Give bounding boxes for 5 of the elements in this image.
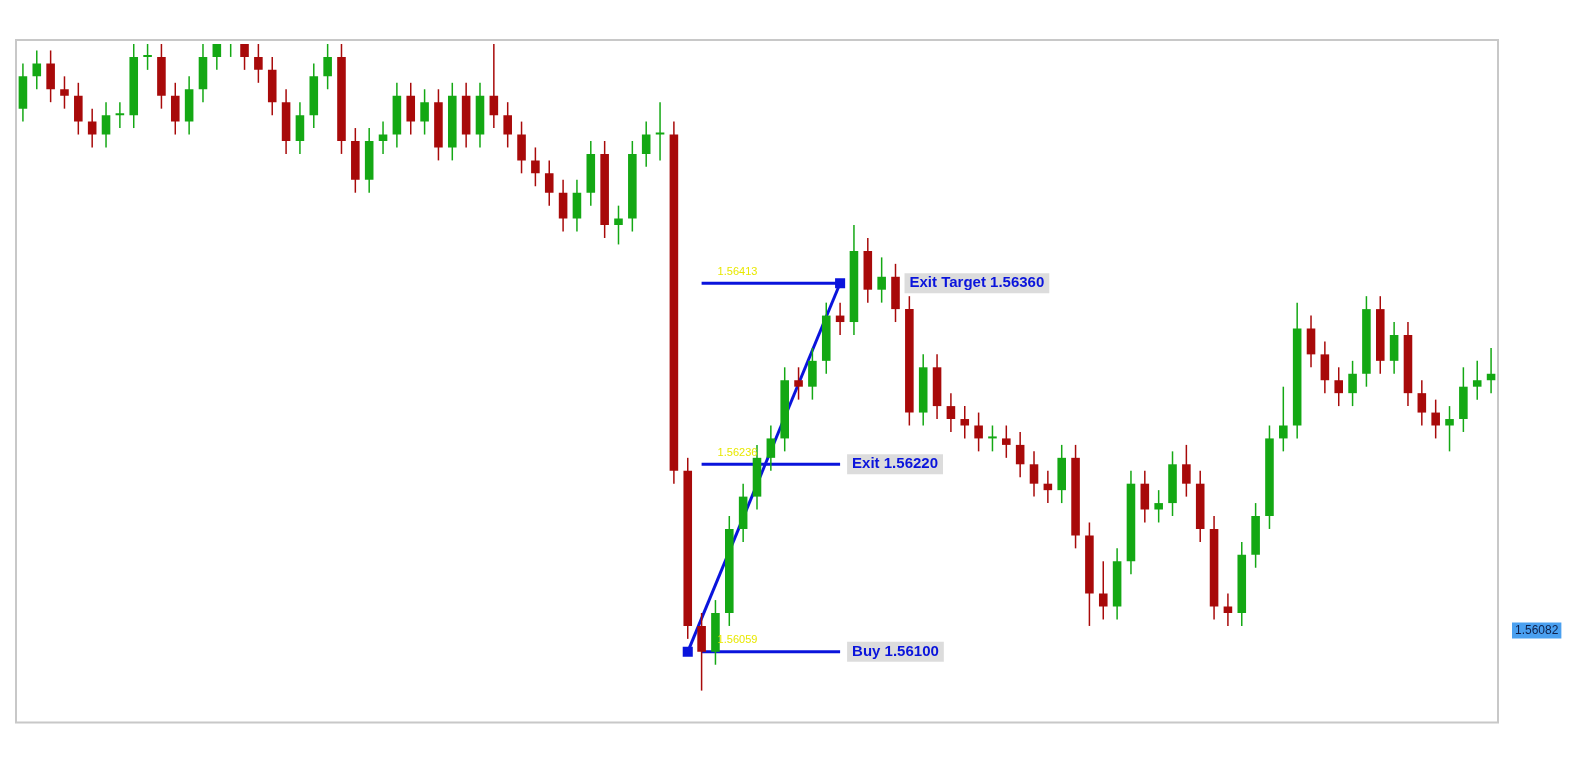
series-label: Buy 1.56100 [852,641,939,659]
series-label: Exit 1.56220 [852,454,939,472]
text: Exit Target 1.56360 [909,273,1045,291]
text: 1.56082 [1515,622,1559,637]
annotation: 1.56413 [717,264,758,277]
